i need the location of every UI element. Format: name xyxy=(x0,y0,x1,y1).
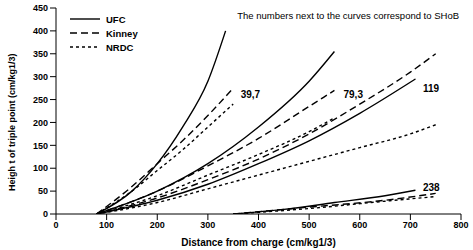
html-text:The numbers next to the curves: The numbers next to the curves correspon… xyxy=(237,10,459,21)
svg-text:350: 350 xyxy=(33,49,48,59)
svg-text:300: 300 xyxy=(33,72,48,82)
svg-text:39,7: 39,7 xyxy=(241,89,261,100)
svg-text:119: 119 xyxy=(423,83,440,94)
svg-text:Heigh t of triple point (cm/kg: Heigh t of triple point (cm/kg1/3) xyxy=(7,53,17,191)
svg-text:0: 0 xyxy=(43,209,48,219)
svg-text:200: 200 xyxy=(33,118,48,128)
html-text:UFC: UFC xyxy=(106,13,126,25)
svg-text:50: 50 xyxy=(38,186,48,196)
svg-text:200: 200 xyxy=(150,220,165,230)
svg-text:Distance from charge (cm/kg1/3: Distance from charge (cm/kg1/3) xyxy=(181,237,336,248)
html-text:NRDC: NRDC xyxy=(106,41,134,53)
svg-text:0: 0 xyxy=(53,220,58,230)
svg-text:400: 400 xyxy=(251,220,266,230)
svg-text:79,3: 79,3 xyxy=(343,89,363,100)
svg-text:300: 300 xyxy=(200,220,215,230)
svg-text:700: 700 xyxy=(403,220,418,230)
svg-text:150: 150 xyxy=(33,141,48,151)
svg-text:450: 450 xyxy=(33,3,48,13)
svg-text:800: 800 xyxy=(453,220,468,230)
svg-text:400: 400 xyxy=(33,26,48,36)
svg-text:250: 250 xyxy=(33,95,48,105)
svg-text:500: 500 xyxy=(302,220,317,230)
html-text:Kinney: Kinney xyxy=(106,27,138,39)
svg-text:100: 100 xyxy=(33,163,48,173)
svg-text:600: 600 xyxy=(352,220,367,230)
svg-text:100: 100 xyxy=(99,220,114,230)
svg-text:238: 238 xyxy=(423,182,440,193)
